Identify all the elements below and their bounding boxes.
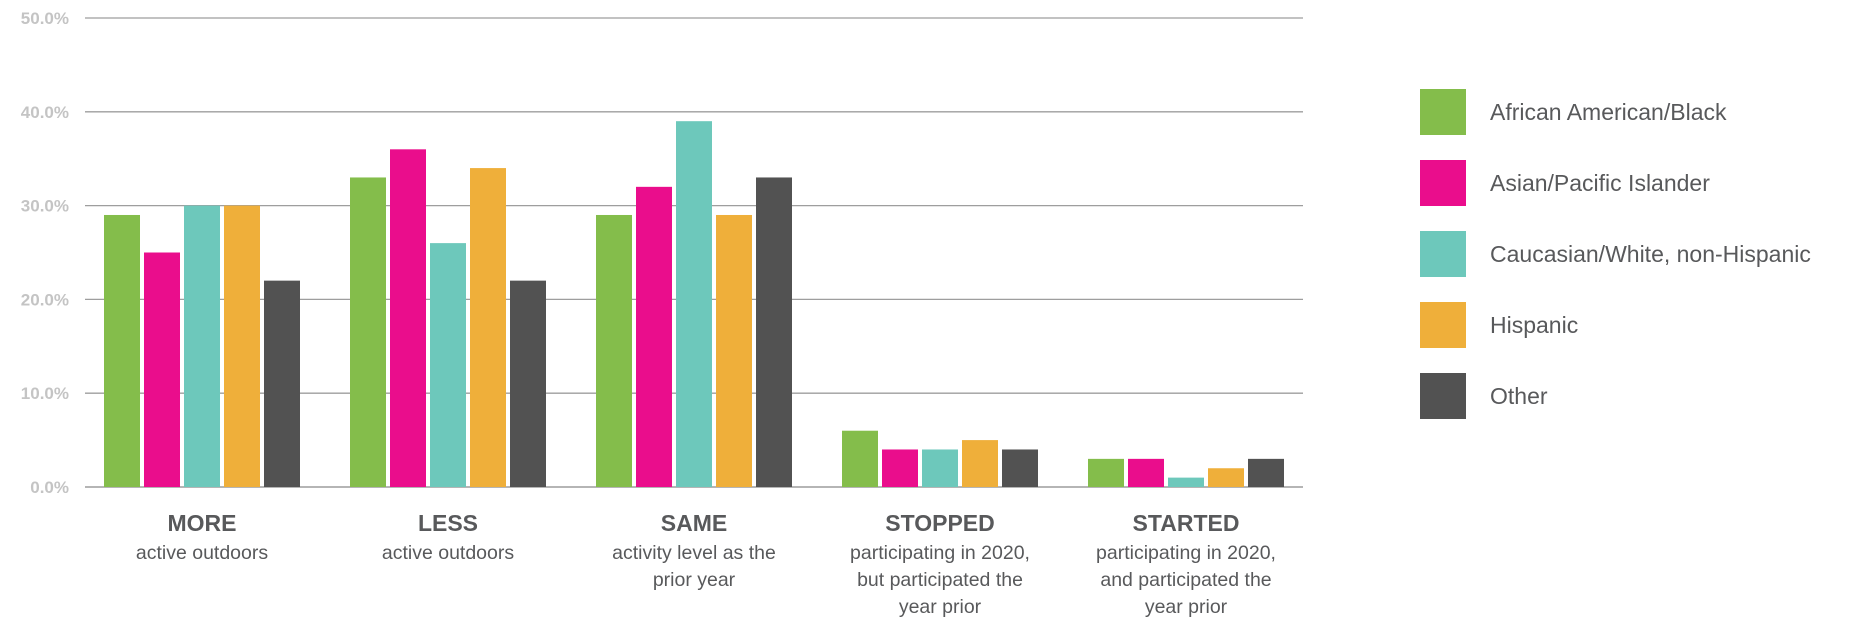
bar: [430, 243, 466, 487]
bar: [716, 214, 752, 488]
legend-item: African American/Black: [1420, 88, 1811, 136]
y-tick-label: 30.0%: [21, 197, 69, 216]
category-subtitle: active outdoors: [136, 542, 268, 564]
legend-swatch: [1420, 302, 1466, 348]
y-tick-label: 40.0%: [21, 103, 69, 122]
legend-swatch: [1420, 373, 1466, 419]
category-title: STOPPED: [885, 510, 995, 536]
category-title: LESS: [418, 510, 478, 536]
legend-label: Hispanic: [1490, 311, 1579, 338]
bar: [1128, 458, 1164, 487]
legend-label: Asian/Pacific Islander: [1490, 169, 1710, 196]
category-subtitle: participating in 2020,: [1096, 542, 1276, 564]
bar: [390, 149, 426, 487]
category-subtitle: year prior: [899, 596, 982, 618]
bar: [184, 205, 220, 487]
bar: [264, 280, 300, 487]
bar: [104, 214, 140, 488]
category-title: MORE: [168, 510, 237, 536]
category-subtitle: but participated the: [857, 569, 1023, 591]
y-tick-label: 20.0%: [21, 290, 69, 309]
legend-item: Other: [1420, 372, 1811, 420]
bar: [596, 214, 632, 488]
category-subtitle: and participated the: [1100, 569, 1271, 591]
category-subtitle: participating in 2020,: [850, 542, 1030, 564]
category-subtitle: year prior: [1145, 596, 1228, 618]
category-title: SAME: [661, 510, 727, 536]
bar: [756, 177, 792, 487]
legend-item: Asian/Pacific Islander: [1420, 159, 1811, 207]
bar: [1208, 468, 1244, 487]
legend-label: Caucasian/White, non-Hispanic: [1490, 240, 1811, 267]
bar: [1248, 458, 1284, 487]
legend-label: Other: [1490, 382, 1548, 409]
bar: [882, 449, 918, 487]
category-subtitle: active outdoors: [382, 542, 514, 564]
y-tick-label: 10.0%: [21, 384, 69, 403]
bar: [350, 177, 386, 487]
bar: [676, 121, 712, 488]
legend-swatch: [1420, 160, 1466, 206]
legend: African American/Black Asian/Pacific Isla…: [1420, 88, 1811, 443]
bar: [636, 186, 672, 487]
category-subtitle: activity level as the: [612, 542, 776, 564]
bar: [842, 430, 878, 487]
bar: [224, 205, 260, 487]
bar: [922, 449, 958, 487]
legend-swatch: [1420, 89, 1466, 135]
bar: [1088, 458, 1124, 487]
bar: [1002, 449, 1038, 487]
bar: [144, 252, 180, 487]
y-tick-label: 0.0%: [30, 478, 69, 497]
legend-label: African American/Black: [1490, 98, 1727, 125]
bar: [510, 280, 546, 487]
legend-swatch: [1420, 231, 1466, 277]
bar: [470, 168, 506, 487]
y-tick-label: 50.0%: [21, 9, 69, 28]
legend-item: Caucasian/White, non-Hispanic: [1420, 230, 1811, 278]
category-subtitle: prior year: [653, 569, 736, 591]
bar: [1168, 477, 1204, 487]
legend-item: Hispanic: [1420, 301, 1811, 349]
category-title: STARTED: [1133, 510, 1240, 536]
bar: [962, 440, 998, 487]
